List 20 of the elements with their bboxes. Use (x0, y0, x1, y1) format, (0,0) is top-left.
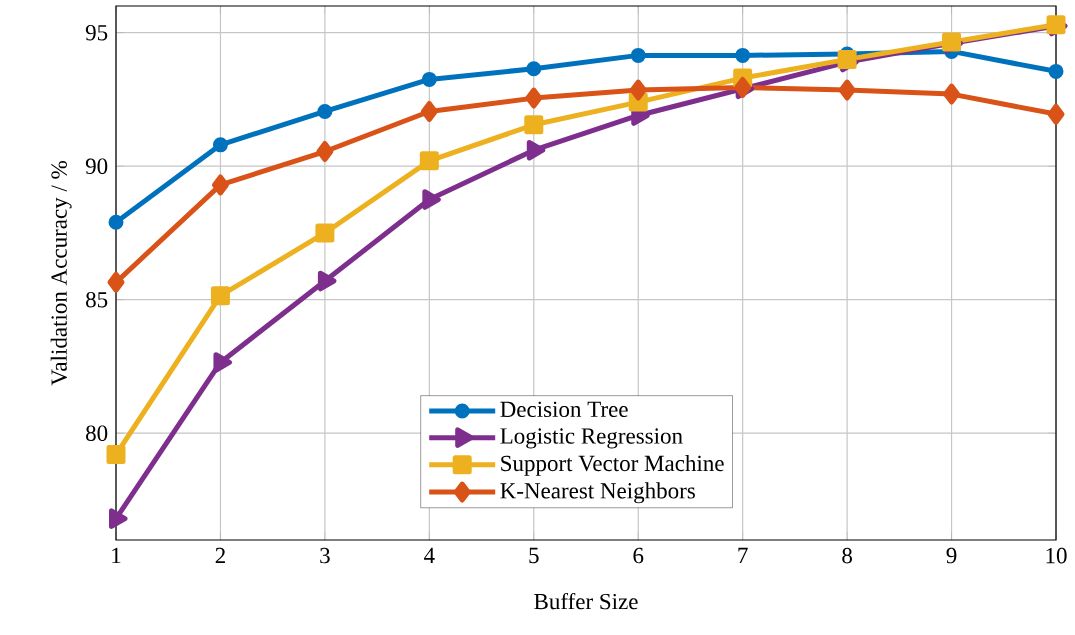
x-tick-label: 8 (842, 547, 852, 564)
y-tick-label: 95 (85, 24, 108, 41)
legend-label: Decision Tree (500, 401, 628, 418)
y-tick-label: 90 (85, 158, 108, 174)
x-tick-label: 5 (529, 547, 539, 564)
x-tick-label: 1 (112, 547, 121, 564)
y-tick-label: 85 (86, 291, 108, 308)
x-tick-label: 6 (633, 547, 644, 564)
x-tick-label: 7 (738, 547, 748, 563)
x-axis-title: Buffer Size (534, 592, 638, 610)
legend-label: Support Vector Machine (501, 454, 724, 476)
y-tick-label: 80 (86, 425, 108, 441)
legend-label: K-Nearest Neighbors (500, 482, 695, 504)
x-tick-label: 9 (946, 547, 957, 564)
x-tick-label: 10 (1046, 547, 1067, 564)
legend-label: Logistic Regression (500, 428, 683, 449)
x-tick-label: 4 (424, 547, 435, 564)
y-axis-title: Validation Accuracy / % (50, 161, 72, 386)
x-tick-label: 3 (320, 547, 330, 564)
x-tick-label: 2 (215, 547, 225, 564)
